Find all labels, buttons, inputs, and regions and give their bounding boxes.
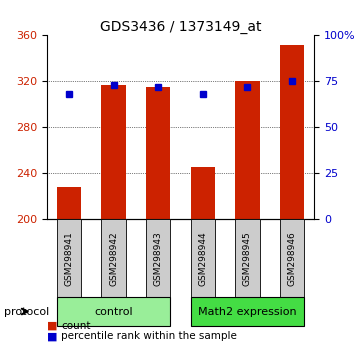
Text: GSM298941: GSM298941 <box>65 231 74 286</box>
Text: percentile rank within the sample: percentile rank within the sample <box>61 331 237 341</box>
Bar <box>235 219 260 297</box>
Bar <box>57 187 82 219</box>
Text: control: control <box>95 307 133 316</box>
Text: GSM298944: GSM298944 <box>198 231 207 286</box>
Text: ■: ■ <box>47 321 57 331</box>
Bar <box>279 219 304 297</box>
Text: GSM298942: GSM298942 <box>109 231 118 286</box>
Text: Math2 expression: Math2 expression <box>198 307 297 316</box>
Bar <box>235 81 260 219</box>
Bar <box>101 219 126 297</box>
Bar <box>191 166 215 219</box>
Text: GSM298945: GSM298945 <box>243 231 252 286</box>
Text: protocol: protocol <box>4 307 49 316</box>
Bar <box>279 45 304 219</box>
Bar <box>57 297 170 326</box>
Text: ■: ■ <box>47 331 57 341</box>
Title: GDS3436 / 1373149_at: GDS3436 / 1373149_at <box>100 21 261 34</box>
Bar <box>101 85 126 219</box>
Bar <box>191 219 215 297</box>
Text: GSM298946: GSM298946 <box>287 231 296 286</box>
Bar <box>57 219 82 297</box>
Bar <box>146 87 170 219</box>
Text: count: count <box>61 321 91 331</box>
Bar <box>146 219 170 297</box>
Bar <box>191 297 304 326</box>
Text: GSM298943: GSM298943 <box>154 231 163 286</box>
